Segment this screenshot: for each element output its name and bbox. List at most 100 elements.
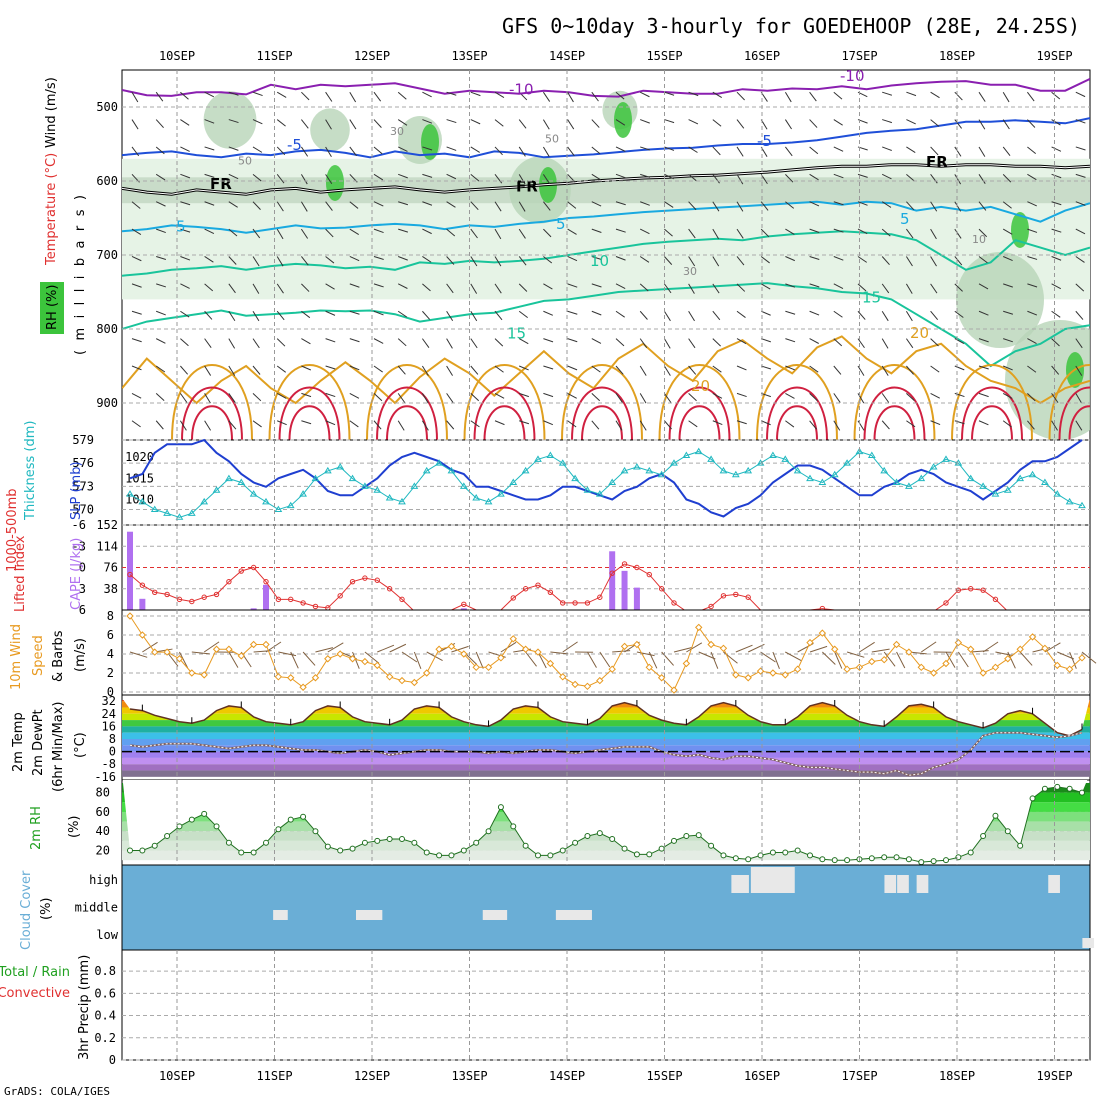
top-date-label: 11SEP [256,49,292,63]
wind-barb [397,393,406,403]
wind-barb [446,338,453,349]
rh-point [905,856,912,863]
wind-barb [615,201,626,206]
wind-barb [785,420,795,428]
thickness-point [633,463,641,470]
wind-speed-point [225,645,233,653]
wind-barb [276,146,286,156]
lifted-point [263,578,269,585]
wind-barb [688,256,696,267]
lifted-point [386,586,393,592]
lifted-point [238,568,244,574]
warm-contour [971,405,1013,440]
contour-label: 10 [972,233,986,246]
rh-point [535,852,541,859]
thickness-tick-label: 573 [72,479,94,493]
rh-point [151,842,158,849]
surface-wind-barb [587,651,597,668]
wind-barb [204,365,212,376]
wind-barb [252,201,261,210]
wind-barb [567,420,577,428]
wind-barb [639,256,650,263]
wind-barb [422,228,432,235]
contour-label: FR [926,153,948,171]
wind-barb [688,420,698,428]
wind-barb [301,420,312,425]
wind-speed-point [311,674,320,682]
wind-barb [276,228,284,240]
wind-barb [300,146,309,157]
rh-point [807,852,813,859]
top-date-label: 16SEP [744,49,780,63]
wind-barb [180,91,189,100]
lifted-point [609,570,615,576]
wind-barb [930,91,940,99]
wind-barb [228,365,236,376]
wind-speed-point [880,655,888,664]
wind-barb [542,146,550,157]
wind-barb [857,283,867,292]
cloud-block [555,910,592,920]
wind-barb [155,365,166,373]
wind-barb [373,146,383,155]
wind-speed-point [559,673,567,681]
wind-barb [833,393,841,403]
cape-bar [460,608,467,610]
warm-contour [961,386,1023,440]
wind-barb [930,392,940,399]
wind-barb [785,338,796,343]
pressure-tick-label: 500 [96,100,118,114]
bottom-date-label: 15SEP [646,1069,682,1083]
rh-point [139,847,146,854]
surface-wind-barb [562,641,578,653]
wind-barb [397,283,408,289]
top-date-label: 13SEP [451,49,487,63]
top-date-label: 19SEP [1036,49,1072,63]
pressure-tick-label: 800 [96,322,118,336]
surface-wind-barb [995,651,1014,657]
warm-contour [1048,364,1090,440]
wind-barb [664,119,675,124]
wind-barb [494,146,503,156]
wind-barb [494,310,503,321]
wind-barb [736,392,747,398]
wind-barb [809,310,820,316]
rh-point [1041,785,1048,792]
wind-barb [1003,338,1013,343]
wind-barb [591,283,602,288]
thickness-point [150,505,159,513]
wind-barb [155,173,166,181]
wind-barb [494,256,502,267]
wind-barb [421,393,429,404]
wind-barb [736,174,744,185]
wind-barb [325,392,336,398]
wind-barb [494,283,502,294]
lifted-point [671,600,677,606]
wind-barb [688,146,698,153]
wind-speed-point [151,648,159,656]
wind-barb [470,91,481,97]
wind-barb [325,283,335,290]
wind-barb [761,365,772,370]
wind-barb [1051,310,1061,318]
wind-speed-point [521,645,530,653]
wind-barb [615,256,626,261]
wind-barb [954,174,962,185]
wind-speed-point [744,674,752,682]
wind-barb [422,173,433,178]
rh-point [337,847,344,854]
wind-barb [276,174,285,184]
wind-barb [591,119,600,128]
wind-speed-point [348,655,357,663]
rh-high-blob [421,124,439,160]
wind-barb [1002,91,1010,103]
cloud-block [750,867,795,893]
wind-barb [712,283,720,294]
wind-barb [276,119,286,127]
wind-barb [1027,365,1037,373]
wind-barb [930,365,940,373]
wind-barb [591,201,602,207]
wind-barb [954,392,965,398]
temp2m-axis-title-4: (°C) [73,732,88,758]
